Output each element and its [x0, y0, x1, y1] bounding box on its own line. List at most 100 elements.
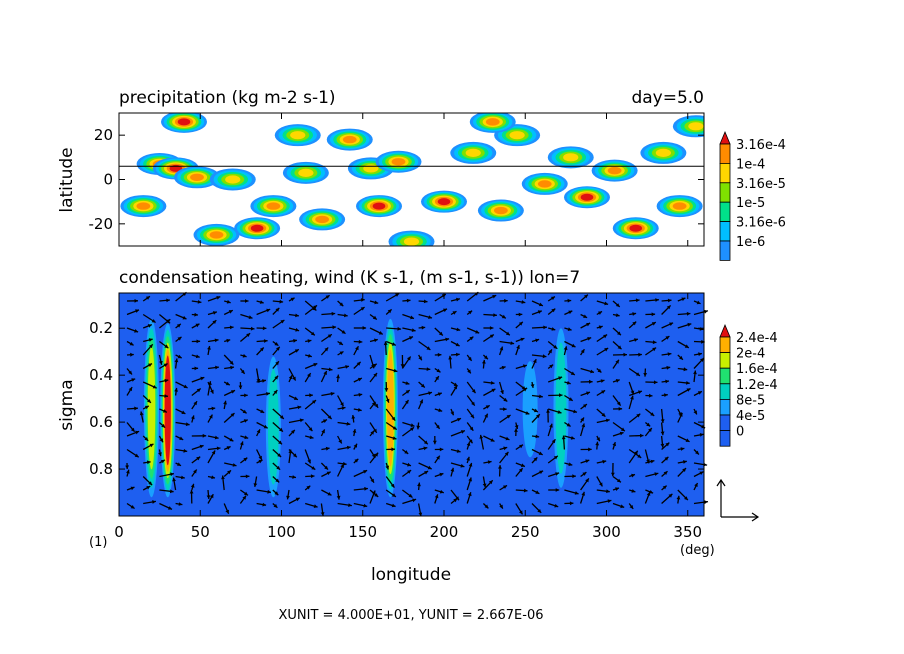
precip-cell: [274, 124, 321, 147]
wind-vector-head: [295, 497, 300, 502]
wind-vector-head: [129, 341, 134, 346]
wind-vector-head: [693, 410, 697, 415]
wind-vector-head: [490, 381, 495, 385]
wind-vector-head: [469, 426, 474, 431]
wind-vector-head: [134, 406, 138, 411]
legend-swatch: [719, 336, 731, 354]
wind-vector-head: [489, 326, 494, 330]
wind-vector-head: [467, 356, 472, 361]
wind-vector-head: [599, 482, 603, 487]
wind-vector-head: [428, 391, 432, 396]
wind-vector-head: [510, 341, 515, 345]
wind-vector-head: [450, 467, 455, 472]
wind-vector-head: [332, 325, 337, 330]
wind-vector-head: [131, 378, 136, 382]
wind-vector-head: [147, 399, 151, 403]
wind-vector-head: [450, 411, 454, 416]
wind-vector-head: [410, 427, 414, 432]
legend-swatch: [719, 414, 731, 432]
wind-vector-head: [327, 415, 332, 419]
precip-cell: [299, 208, 346, 231]
wind-vector-head: [684, 496, 688, 501]
wind-vector-head: [555, 488, 560, 492]
wind-vector-head: [567, 298, 572, 303]
legend-label: 4e-5: [736, 409, 765, 424]
precip-cell: [120, 195, 167, 218]
wind-vector-head: [383, 341, 388, 346]
wind-vector-head: [405, 390, 410, 394]
wind-vector-head: [533, 408, 538, 413]
wind-vector-head: [500, 390, 504, 394]
wind-vector-head: [308, 427, 313, 432]
wind-vector-head: [310, 331, 315, 336]
wind-vector-head: [258, 459, 263, 464]
wind-vector-head: [680, 447, 685, 451]
wind-vector-head: [551, 327, 556, 331]
wind-vector-head: [291, 429, 295, 434]
wind-vector-head: [686, 311, 691, 316]
wind-vector-head: [616, 401, 621, 406]
wind-vector-head: [242, 495, 246, 500]
legend-label: 1.2e-4: [736, 378, 778, 393]
wind-vector-head: [162, 409, 167, 413]
wind-vector-head: [693, 370, 697, 375]
wind-vector-head: [681, 297, 686, 302]
wind-vector-head: [551, 439, 556, 444]
wind-vector-head: [537, 509, 542, 513]
wind-vector-head: [194, 366, 199, 371]
wind-vector-head: [275, 361, 279, 366]
wind-vector-head: [520, 463, 525, 467]
wind-vector-head: [561, 435, 566, 440]
wind-vector-head: [307, 339, 312, 343]
wind-vector-head: [653, 380, 658, 385]
wind-vector-head: [262, 326, 267, 331]
wind-vector-head: [632, 312, 637, 316]
heating-column: [144, 318, 159, 498]
wind-vector-head: [130, 427, 135, 432]
x-tick-label: 350: [673, 523, 702, 541]
wind-vector-head: [438, 408, 443, 412]
wind-vector-head: [436, 455, 440, 460]
wind-vector-head: [130, 352, 134, 357]
wind-vector-head: [548, 349, 552, 354]
wind-vector-head: [423, 299, 428, 304]
wind-vector-head: [360, 307, 365, 311]
wind-vector-head: [684, 344, 689, 348]
top-y-tick-label: 20: [94, 126, 113, 144]
wind-vector-head: [586, 323, 591, 327]
wind-vector-head: [566, 380, 571, 385]
wind-vector-head: [484, 504, 489, 509]
wind-vector-head: [484, 413, 488, 418]
wind-vector-head: [275, 307, 280, 312]
wind-vector-head: [574, 491, 579, 495]
wind-vector-head: [516, 345, 520, 349]
wind-vector-head: [434, 494, 439, 499]
top-y-tick-label: 0: [103, 171, 113, 189]
wind-vector-head: [248, 315, 253, 319]
wind-vector-head: [244, 491, 248, 496]
wind-vector-head: [643, 373, 648, 377]
wind-vector-head: [536, 414, 540, 419]
wind-vector-head: [339, 302, 344, 307]
wind-vector-head: [467, 492, 472, 497]
precip-cell: [209, 168, 256, 191]
wind-vector-head: [225, 509, 229, 514]
wind-vector-head: [539, 394, 543, 399]
wind-vector-head: [226, 338, 231, 343]
wind-vector-head: [231, 390, 235, 394]
wind-vector-head: [667, 298, 672, 303]
wind-vector-head: [246, 333, 251, 337]
wind-vector-head: [226, 299, 231, 304]
wind-vector-head: [176, 323, 181, 328]
wind-vector-head: [700, 358, 704, 362]
wind-vector-head: [549, 364, 554, 369]
wind-vector-head: [585, 459, 590, 463]
wind-vector-head: [293, 453, 297, 458]
wind-vector-head: [215, 365, 219, 370]
wind-vector-head: [240, 369, 245, 374]
wind-vector-head: [193, 469, 197, 474]
wind-vector-head: [443, 308, 447, 313]
precip-cell: [547, 146, 594, 169]
wind-vector-head: [295, 327, 300, 332]
wind-vector-head: [411, 328, 416, 332]
